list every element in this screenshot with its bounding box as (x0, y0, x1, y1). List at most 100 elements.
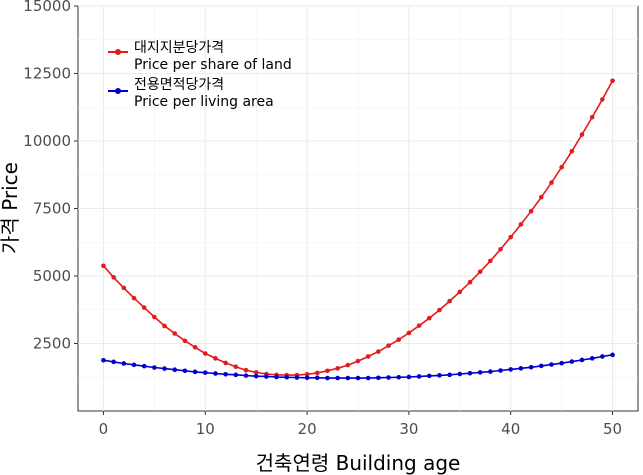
data-point (376, 349, 381, 354)
data-point (325, 368, 330, 374)
y-tick-label: 5000 (33, 267, 71, 285)
data-point (508, 367, 514, 372)
data-point (579, 132, 585, 137)
data-point (294, 375, 300, 380)
data-point (457, 289, 463, 295)
data-point (264, 374, 269, 379)
data-point (386, 375, 391, 380)
data-point (579, 357, 585, 363)
x-tick-label: 40 (501, 420, 520, 438)
data-point (467, 279, 473, 285)
data-point (172, 331, 178, 336)
data-point (355, 358, 361, 364)
data-point (600, 97, 605, 102)
data-point (538, 194, 544, 200)
legend-label-living: 전용면적당가격 (134, 77, 224, 93)
data-point (569, 148, 575, 154)
data-point (182, 368, 188, 374)
grid (78, 5, 638, 411)
data-point (559, 164, 564, 170)
data-point (274, 374, 279, 380)
data-point (365, 375, 371, 381)
x-tick-label: 0 (99, 420, 109, 438)
data-point (549, 362, 554, 367)
data-point (559, 360, 564, 366)
x-tick-label: 50 (603, 420, 622, 438)
data-point (498, 368, 503, 373)
data-point (243, 367, 249, 373)
y-tick-label: 7500 (33, 200, 71, 218)
legend-label-living-en: Price per living area (134, 94, 274, 110)
data-point (457, 371, 463, 377)
data-point (121, 285, 127, 291)
data-point (345, 362, 351, 368)
data-point (376, 375, 381, 381)
data-point (508, 234, 514, 240)
data-point (131, 362, 137, 368)
data-point (589, 356, 595, 361)
data-point (600, 354, 605, 359)
data-point (213, 356, 218, 361)
y-axis-title: 가격 Price (0, 162, 22, 254)
x-tick-label: 30 (399, 420, 418, 438)
data-point (213, 371, 218, 376)
data-point (202, 370, 208, 375)
data-point (223, 371, 228, 377)
data-point (304, 375, 310, 381)
data-point (589, 114, 595, 120)
data-point (325, 375, 330, 381)
data-point (152, 365, 157, 370)
data-point (121, 361, 127, 366)
data-point (416, 374, 422, 379)
x-tick-label: 10 (196, 420, 215, 438)
data-point (406, 374, 412, 380)
data-point (396, 374, 402, 380)
data-point (253, 373, 259, 379)
data-point (111, 275, 116, 280)
data-point (406, 330, 412, 336)
data-point (141, 305, 147, 310)
data-point (488, 258, 493, 264)
data-point (498, 246, 503, 252)
data-point (101, 263, 106, 269)
data-point (386, 343, 391, 348)
data-point (518, 222, 524, 227)
data-point (569, 359, 575, 364)
data-point (447, 372, 452, 378)
data-point (528, 364, 534, 370)
data-point (314, 375, 320, 381)
data-point (284, 374, 290, 380)
data-point (528, 208, 534, 214)
data-point (488, 369, 493, 374)
data-point (172, 367, 178, 372)
legend-label-land: 대지지분당가격 (134, 40, 224, 56)
data-point (416, 323, 422, 328)
data-point (182, 338, 188, 344)
data-point (335, 375, 340, 381)
data-point (426, 373, 432, 379)
data-point (345, 375, 351, 381)
data-point (233, 372, 239, 378)
data-point (233, 364, 239, 370)
data-point (314, 370, 320, 376)
data-point (101, 357, 106, 363)
data-point (610, 352, 615, 358)
data-point (304, 371, 310, 377)
legend-point-living (115, 88, 121, 94)
data-point (610, 78, 615, 84)
data-point (477, 269, 483, 274)
data-point (365, 354, 371, 359)
data-point (477, 370, 483, 375)
data-point (538, 363, 544, 369)
data-point (223, 360, 228, 366)
data-point (396, 337, 402, 343)
data-point (518, 366, 524, 371)
data-point (243, 373, 249, 378)
data-point (355, 375, 361, 381)
data-point (162, 323, 167, 329)
data-point (111, 359, 116, 365)
x-axis-title: 건축연령 Building age (256, 451, 461, 475)
y-tick-label: 2500 (33, 335, 71, 353)
data-point (162, 366, 167, 371)
